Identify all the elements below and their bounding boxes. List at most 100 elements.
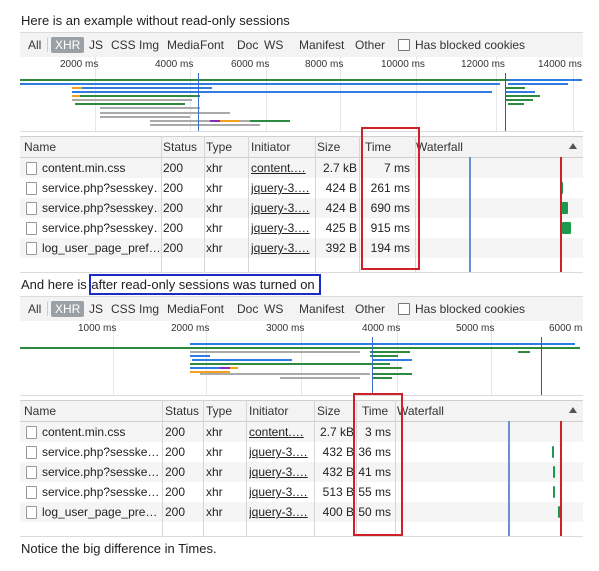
request-name: service.php?sesskey…	[42, 201, 159, 215]
overview-request-bar	[508, 79, 582, 81]
filter-img[interactable]: Img	[139, 38, 160, 52]
table-row[interactable]: content.min.css 200 xhr content.… 2.7 kB 3 ms	[20, 422, 583, 442]
column-header-name[interactable]: Name	[24, 140, 57, 154]
filter-doc[interactable]: Doc	[237, 38, 259, 52]
initiator-link[interactable]: jquery-3.…	[249, 465, 308, 479]
filter-js[interactable]: JS	[89, 302, 104, 316]
timeline-overview[interactable]: 1000 ms 2000 ms 3000 ms 4000 ms 5000 ms 6000 …	[20, 321, 583, 396]
column-divider	[359, 136, 360, 272]
initiator-link[interactable]: content.…	[251, 161, 306, 175]
column-header-time[interactable]: Time	[362, 404, 389, 418]
resource-type: xhr	[206, 445, 223, 459]
initiator-link[interactable]: content.…	[249, 425, 304, 439]
filter-font[interactable]: Font	[200, 38, 225, 52]
timeline-overview[interactable]: 2000 ms 4000 ms 6000 ms 8000 ms 10000 ms 1200…	[20, 57, 583, 132]
sort-up-icon[interactable]	[569, 407, 577, 413]
overview-request-bar	[518, 351, 530, 353]
initiator-link[interactable]: jquery-3.…	[251, 221, 310, 235]
overview-request-bar	[508, 103, 524, 105]
status-code: 200	[165, 505, 186, 519]
blocked-cookies-checkbox[interactable]	[398, 39, 410, 51]
filter-xhr[interactable]: XHR	[51, 301, 85, 317]
overview-request-bar	[150, 124, 260, 126]
table-row[interactable]: log_user_page_pref… 200 xhr jquery-3.… 392 B…	[20, 238, 583, 258]
filter-other[interactable]: Other	[355, 302, 386, 316]
initiator-link[interactable]: jquery-3.…	[249, 485, 308, 499]
timeline-gridline	[113, 321, 114, 395]
file-icon	[26, 506, 37, 519]
filter-manifest[interactable]: Manifest	[299, 302, 345, 316]
table-row[interactable]: content.min.css 200 xhr content.… 2.7 kB 7 ms	[20, 158, 583, 178]
waterfall-event-line	[469, 157, 471, 272]
column-header-initiator[interactable]: Initiator	[249, 404, 289, 418]
column-header-waterfall[interactable]: Waterfall	[397, 404, 444, 418]
overview-request-bar	[372, 373, 412, 375]
table-row[interactable]: service.php?sesskey… 200 xhr jquery-3.… 424 …	[20, 178, 583, 198]
middle-prefix: And here is	[21, 277, 91, 292]
timeline-tick-label: 12000 ms	[461, 59, 505, 70]
column-header-time[interactable]: Time	[365, 140, 392, 154]
column-header-waterfall[interactable]: Waterfall	[416, 140, 463, 154]
column-header-size[interactable]: Size	[317, 140, 341, 154]
column-header-initiator[interactable]: Initiator	[251, 140, 291, 154]
timeline-gridline	[397, 321, 398, 395]
response-size: 432 B	[322, 445, 354, 459]
filter-doc[interactable]: Doc	[237, 302, 259, 316]
table-row[interactable]: service.php?sesskey… 200 xhr jquery-3.… 424 …	[20, 198, 583, 218]
column-divider	[315, 136, 316, 272]
filter-css[interactable]: CSS	[111, 38, 136, 52]
sort-up-icon[interactable]	[569, 143, 577, 149]
request-time: 690 ms	[370, 201, 410, 215]
initiator-link[interactable]: jquery-3.…	[251, 241, 310, 255]
column-divider	[246, 400, 247, 536]
initiator-link[interactable]: jquery-3.…	[249, 505, 308, 519]
overview-request-bar	[20, 347, 580, 349]
table-row[interactable]: service.php?sesske… 200 xhr jquery-3.… 513 B…	[20, 482, 583, 502]
response-size: 513 B	[322, 485, 354, 499]
filter-other[interactable]: Other	[355, 38, 386, 52]
table-row[interactable]: service.php?sesskey… 200 xhr jquery-3.… 425 …	[20, 218, 583, 238]
filter-ws[interactable]: WS	[264, 38, 284, 52]
response-size: 2.7 kB	[322, 161, 357, 175]
initiator-link[interactable]: jquery-3.…	[249, 445, 308, 459]
timeline-gridline	[340, 57, 341, 131]
column-header-size[interactable]: Size	[317, 404, 341, 418]
filter-media[interactable]: Media	[167, 38, 200, 52]
timeline-gridline	[416, 57, 417, 131]
waterfall-event-line	[560, 421, 562, 536]
column-header-type[interactable]: Type	[206, 404, 233, 418]
filter-all[interactable]: All	[28, 302, 42, 316]
column-header-type[interactable]: Type	[206, 140, 233, 154]
table-row[interactable]: service.php?sesske… 200 xhr jquery-3.… 432 B…	[20, 462, 583, 482]
filter-img[interactable]: Img	[139, 302, 160, 316]
column-divider	[161, 136, 162, 272]
request-time: 194 ms	[370, 241, 410, 255]
filter-css[interactable]: CSS	[111, 302, 136, 316]
filter-xhr[interactable]: XHR	[51, 37, 85, 53]
filter-js[interactable]: JS	[89, 38, 104, 52]
column-header-status[interactable]: Status	[163, 140, 198, 154]
status-code: 200	[165, 425, 186, 439]
request-name: service.php?sesskey…	[42, 181, 159, 195]
filter-ws[interactable]: WS	[264, 302, 284, 316]
initiator-link[interactable]: jquery-3.…	[251, 201, 310, 215]
waterfall-bar	[553, 466, 555, 478]
filter-media[interactable]: Media	[167, 302, 200, 316]
filter-manifest[interactable]: Manifest	[299, 38, 345, 52]
overview-request-bar	[100, 116, 190, 118]
filter-all[interactable]: All	[28, 38, 42, 52]
filter-divider	[47, 302, 48, 316]
overview-request-bar	[72, 95, 82, 97]
column-divider	[356, 400, 357, 536]
filter-font[interactable]: Font	[200, 302, 225, 316]
table-row[interactable]: log_user_page_pre… 200 xhr jquery-3.… 400 B 5…	[20, 502, 583, 522]
table-row[interactable]: service.php?sesske… 200 xhr jquery-3.… 432 B…	[20, 442, 583, 462]
column-header-status[interactable]: Status	[165, 404, 200, 418]
overview-request-bar	[372, 367, 402, 369]
initiator-link[interactable]: jquery-3.…	[251, 181, 310, 195]
column-header-name[interactable]: Name	[24, 404, 57, 418]
request-time: 50 ms	[358, 505, 391, 519]
blocked-cookies-checkbox[interactable]	[398, 303, 410, 315]
request-name: log_user_page_pref…	[42, 241, 159, 255]
response-size: 424 B	[325, 201, 357, 215]
